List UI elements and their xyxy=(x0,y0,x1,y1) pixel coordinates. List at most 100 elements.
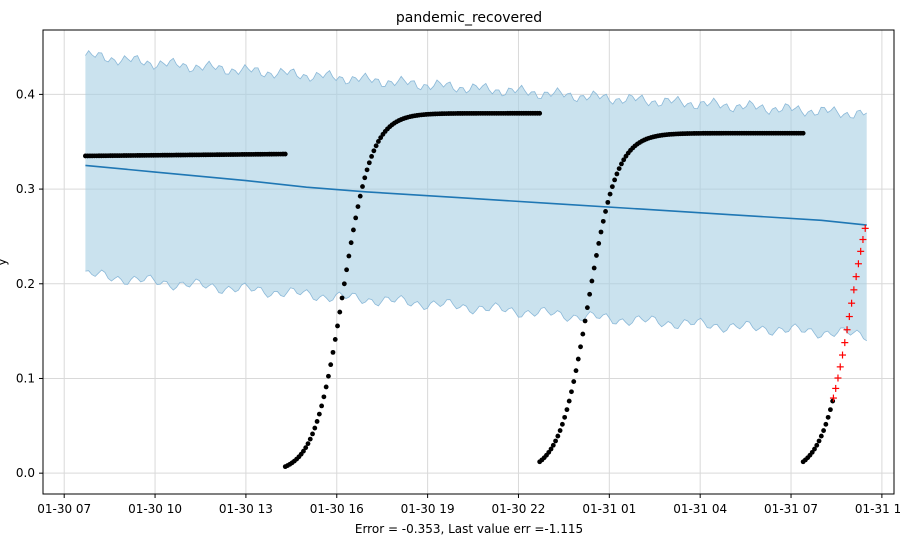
y-axis: 0.0 0.1 0.2 0.3 0.4 xyxy=(16,87,43,480)
observed-point xyxy=(321,394,327,400)
observed-point xyxy=(319,403,325,409)
observed-point xyxy=(569,389,574,395)
x-axis: 01-30 07 01-30 10 01-30 13 01-30 16 01-30 19… xyxy=(37,494,900,516)
observed-point xyxy=(594,253,599,258)
future-point xyxy=(848,299,856,307)
observed-point xyxy=(571,379,577,384)
plot-frame xyxy=(42,29,895,495)
observed-point xyxy=(282,151,288,157)
observed-point xyxy=(312,425,318,431)
observed-point xyxy=(371,148,377,154)
observed-point xyxy=(314,419,320,424)
observed-point xyxy=(307,436,313,442)
observed-point xyxy=(360,184,365,189)
observed-point xyxy=(600,218,606,224)
observed-point xyxy=(616,166,622,172)
observed-point xyxy=(582,318,588,324)
y-tick-label: 0.0 xyxy=(16,466,35,480)
observed-point xyxy=(823,421,829,427)
observed-point xyxy=(578,344,583,350)
observed-point xyxy=(335,323,340,329)
x-tick-label: 01-30 07 xyxy=(37,502,91,516)
y-tick-label: 0.3 xyxy=(16,182,35,196)
forecast-interval-band xyxy=(85,50,867,341)
observed-point xyxy=(598,229,604,235)
observed-points xyxy=(83,110,836,470)
interval-lower-edge xyxy=(85,269,867,342)
observed-point xyxy=(366,160,372,166)
observed-point xyxy=(596,240,602,246)
observed-point xyxy=(825,414,831,420)
observed-point xyxy=(303,445,309,451)
observed-point xyxy=(337,309,343,315)
future-point xyxy=(832,384,840,392)
observed-point xyxy=(323,384,329,390)
y-axis-label: y xyxy=(0,258,9,265)
observed-point xyxy=(614,171,620,177)
observed-point xyxy=(800,130,806,136)
future-point xyxy=(843,326,851,334)
observed-point xyxy=(341,281,347,287)
observed-point xyxy=(812,446,817,452)
observed-point xyxy=(369,154,374,159)
observed-point xyxy=(564,407,570,413)
future-point xyxy=(841,339,849,347)
future-point xyxy=(839,351,847,359)
x-tick-label: 01-31 07 xyxy=(764,502,818,516)
observed-point xyxy=(821,428,826,433)
x-tick-label: 01-30 13 xyxy=(219,502,273,516)
future-point xyxy=(850,286,858,294)
observed-point xyxy=(816,438,822,444)
observed-point xyxy=(364,167,370,173)
future-point xyxy=(836,363,844,371)
observed-point xyxy=(305,441,311,447)
observed-point xyxy=(348,240,354,246)
observed-point xyxy=(559,421,565,427)
observed-point xyxy=(557,428,563,433)
observed-point xyxy=(316,411,322,417)
x-tick-label: 01-30 10 xyxy=(128,502,182,516)
observed-point xyxy=(351,227,356,233)
observed-point xyxy=(353,215,359,221)
observed-point xyxy=(619,161,624,167)
observed-point xyxy=(562,414,568,420)
y-tick-label: 0.1 xyxy=(16,371,35,385)
observed-point xyxy=(830,398,836,404)
observed-point xyxy=(621,157,627,163)
observed-point xyxy=(357,193,363,199)
future-point xyxy=(834,374,842,382)
observed-point xyxy=(376,139,381,144)
observed-point xyxy=(575,356,581,362)
observed-point xyxy=(555,433,561,439)
observed-point xyxy=(548,446,554,452)
future-point xyxy=(852,273,860,281)
y-tick-label: 0.4 xyxy=(16,87,35,101)
future-point xyxy=(845,313,853,321)
observed-point xyxy=(603,209,608,214)
observed-point xyxy=(573,368,579,374)
observed-point xyxy=(553,438,558,444)
observed-point xyxy=(814,442,820,448)
observed-point xyxy=(566,398,572,404)
future-point xyxy=(859,236,867,244)
observed-point xyxy=(609,184,615,190)
x-axis-label: Error = -0.353, Last value err =-1.115 xyxy=(355,522,583,536)
future-point xyxy=(857,247,865,255)
observed-point xyxy=(301,448,306,454)
x-tick-label: 01-31 01 xyxy=(582,502,636,516)
x-tick-label: 01-31 10 xyxy=(855,502,900,516)
y-tick-label: 0.2 xyxy=(16,277,35,291)
x-tick-label: 01-30 22 xyxy=(491,502,545,516)
observed-point xyxy=(612,177,618,183)
observed-point xyxy=(328,362,334,368)
observed-point xyxy=(584,305,590,311)
chart-title: pandemic_recovered xyxy=(396,10,542,26)
observed-point xyxy=(326,373,331,379)
future-point xyxy=(829,394,837,402)
observed-point xyxy=(355,204,361,210)
x-tick-label: 01-30 19 xyxy=(401,502,455,516)
future-point xyxy=(854,260,862,268)
interval-upper-edge xyxy=(85,50,867,119)
observed-point xyxy=(589,278,595,284)
observed-point xyxy=(607,191,613,197)
